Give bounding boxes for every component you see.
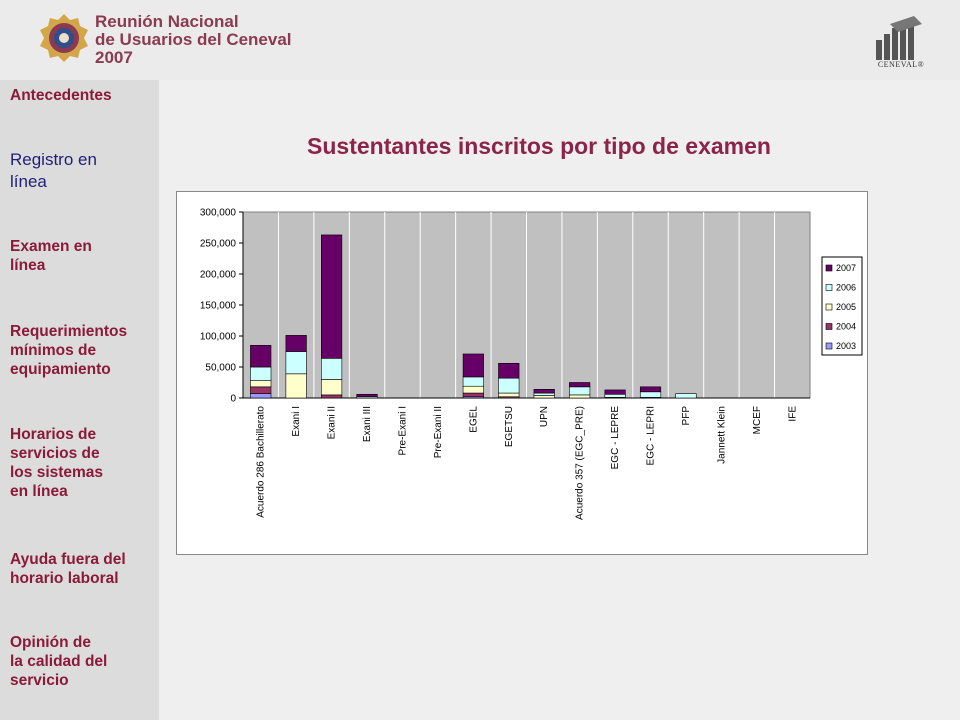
- bar-2006-2: [321, 358, 343, 380]
- bar-2005-7: [498, 392, 520, 398]
- x-tick-label: Acuerdo 357 (EGC_PRE): [575, 406, 586, 520]
- x-tick-label: Exani III: [362, 406, 373, 442]
- bar-2006-11: [639, 391, 662, 398]
- bar-2007-6: [462, 353, 484, 378]
- y-tick-label: 200,000: [200, 270, 237, 281]
- x-tick-label: UPN: [539, 406, 550, 427]
- y-tick-label: 100,000: [200, 332, 237, 343]
- x-tick-label: Pre-Exani II: [433, 406, 444, 458]
- event-emblem-icon: [40, 14, 88, 62]
- legend-label-2003: 2003: [836, 341, 856, 351]
- event-title: Reunión Nacional de Usuarios del Ceneval…: [95, 13, 292, 67]
- sidebar-item-horarios[interactable]: Horarios de servicios de los sistemas en…: [10, 426, 104, 500]
- bar-2007-10: [604, 389, 626, 395]
- x-tick-label: EGEL: [468, 406, 479, 433]
- chart-title: Sustentantes inscritos por tipo de exame…: [307, 133, 771, 159]
- legend-label-2004: 2004: [836, 322, 856, 332]
- bar-2005-8: [533, 395, 555, 399]
- bar-2003-0: [250, 393, 272, 399]
- legend-label-2007: 2007: [836, 263, 856, 273]
- bar-2007-1: [285, 335, 307, 352]
- bar-2006-0: [250, 366, 272, 381]
- x-tick-label: Pre-Exani I: [397, 406, 408, 455]
- sidebar-item-examen-en-linea[interactable]: Examen en línea: [10, 238, 92, 274]
- x-tick-label: Exani II: [327, 406, 338, 439]
- bar-2004-2: [321, 394, 343, 399]
- sidebar-nav: [0, 80, 159, 720]
- sidebar-item-registro-en-linea[interactable]: Registro en línea: [10, 150, 97, 191]
- x-tick-label: MCEF: [752, 406, 763, 434]
- sidebar-item-opinion[interactable]: Opinión de la calidad del servicio: [10, 634, 108, 689]
- sidebar-item-antecedentes[interactable]: Antecedentes: [10, 87, 112, 104]
- bar-2005-9: [569, 394, 591, 399]
- chart-area: 300,000 250,000 200,000 150,000 100,000 50,00…: [176, 191, 868, 555]
- legend-label-2005: 2005: [836, 302, 856, 312]
- event-title-line1: Reunión Nacional: [95, 12, 239, 31]
- x-tick-label: Exani I: [291, 406, 302, 437]
- sidebar-item-ayuda[interactable]: Ayuda fuera del horario laboral: [10, 551, 126, 587]
- bar-2006-1: [285, 351, 307, 375]
- y-tick-label: 0: [230, 394, 236, 405]
- bar-2007-8: [533, 389, 555, 394]
- bar-2006-12: [675, 393, 697, 399]
- bar-2005-6: [462, 385, 484, 394]
- event-title-line3: 2007: [95, 48, 133, 67]
- x-tick-label: EGETSU: [504, 406, 515, 447]
- bar-2006-7: [498, 377, 520, 394]
- bar-2004-0: [250, 386, 272, 394]
- org-name: CENEVAL®: [877, 60, 925, 69]
- y-tick-label: 50,000: [205, 363, 236, 374]
- y-tick-label: 150,000: [200, 301, 237, 312]
- bar-2004-6: [462, 392, 484, 398]
- bar-2006-6: [462, 376, 484, 387]
- legend-swatch-2004: [825, 323, 833, 330]
- bar-2007-7: [498, 362, 520, 379]
- event-title-line2: de Usuarios del Ceneval: [95, 30, 292, 49]
- chart-svg: 300,000 250,000 200,000 150,000 100,000 50,00…: [200, 208, 863, 520]
- ceneval-logo-icon: [876, 16, 922, 60]
- bar-2007-11: [639, 386, 662, 393]
- legend-swatch-2007: [825, 264, 833, 272]
- header: Reunión Nacional de Usuarios del Ceneval…: [0, 0, 960, 80]
- x-tick-label: EGC - LEPRE: [610, 406, 621, 470]
- x-tick-label: PFP: [681, 406, 692, 426]
- sidebar-item-requerimientos[interactable]: Requerimientos mínimos de equipamiento: [10, 323, 128, 378]
- bar-2007-3: [356, 393, 378, 398]
- bar-2007-2: [321, 234, 343, 359]
- bar-2007-0: [250, 345, 272, 368]
- bar-2005-1: [285, 373, 307, 399]
- bar-2007-9: [569, 382, 591, 388]
- bar-2005-2: [321, 379, 343, 396]
- legend-label-2006: 2006: [836, 283, 856, 293]
- bar-2006-8: [533, 392, 555, 396]
- legend-swatch-2006: [825, 284, 833, 291]
- bar-2006-10: [604, 393, 626, 398]
- x-tick-label: IFE: [787, 406, 798, 422]
- x-tick-label: Jannett Klein: [716, 406, 727, 464]
- x-tick-label: Acuerdo 286 Bachillerato: [256, 406, 267, 518]
- bar-2006-9: [569, 386, 591, 396]
- legend-swatch-2005: [825, 303, 833, 311]
- bar-2005-0: [250, 380, 272, 388]
- legend-swatch-2003: [825, 342, 833, 350]
- x-tick-label: EGC - LEPRI: [646, 406, 657, 465]
- y-tick-label: 250,000: [200, 239, 237, 250]
- y-tick-label: 300,000: [200, 208, 237, 219]
